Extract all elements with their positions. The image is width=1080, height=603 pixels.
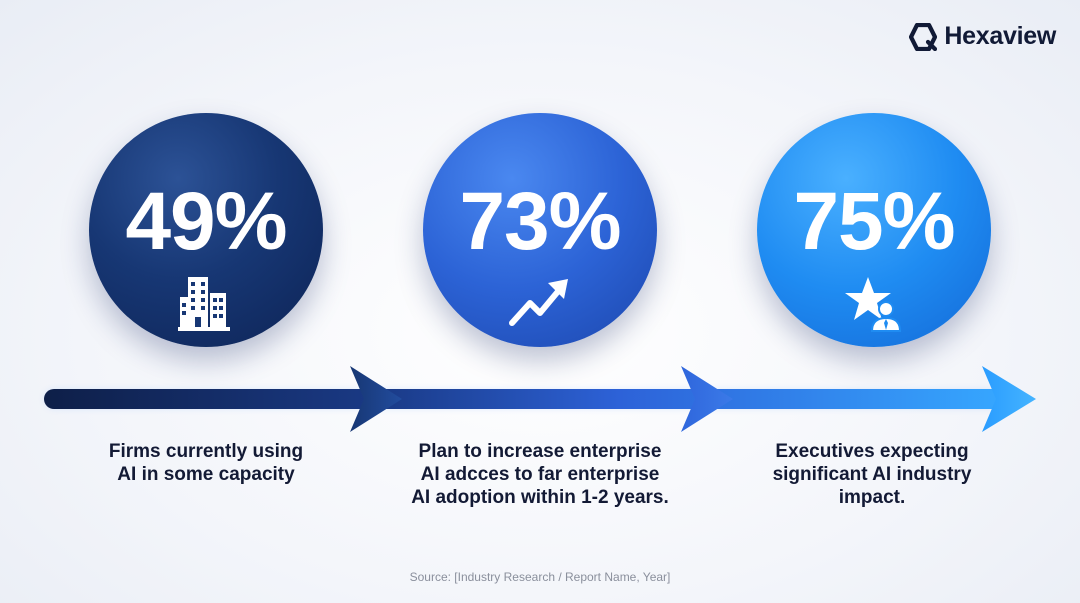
timeline-arrow bbox=[0, 360, 1080, 440]
caption-line: Plan to increase enterprise bbox=[418, 441, 662, 462]
hexagon-logo-icon bbox=[909, 22, 938, 51]
stat-value: 49% bbox=[125, 176, 287, 267]
trend-up-arrow-icon bbox=[508, 273, 572, 333]
caption-line: AI adoption within 1-2 years. bbox=[411, 487, 669, 508]
caption-line: Executives expecting bbox=[775, 441, 969, 462]
stat-value: 75% bbox=[793, 176, 955, 267]
brand-logo: Hexaview bbox=[909, 22, 1056, 51]
caption-executives: Executives expecting significant AI indu… bbox=[727, 440, 1017, 509]
caption-line: significant AI industry bbox=[772, 464, 972, 485]
brand-name: Hexaview bbox=[944, 22, 1056, 50]
stat-circle-executives: 75% bbox=[757, 113, 991, 347]
stat-value: 73% bbox=[459, 176, 621, 267]
source-note: Source: [Industry Research / Report Name… bbox=[409, 570, 671, 584]
caption-line: AI adcces to far enterprise bbox=[420, 464, 660, 485]
caption-line: AI in some capacity bbox=[117, 464, 295, 485]
stat-circle-plan: 73% bbox=[423, 113, 657, 347]
office-buildings-icon bbox=[174, 273, 238, 333]
stat-circle-firms: 49% bbox=[89, 113, 323, 347]
caption-line: Firms currently using bbox=[108, 441, 304, 462]
star-executive-icon bbox=[842, 273, 906, 333]
caption-plan: Plan to increase enterprise AI adcces to… bbox=[395, 440, 685, 509]
caption-firms: Firms currently using AI in some capacit… bbox=[61, 440, 351, 486]
caption-line: impact. bbox=[838, 487, 906, 508]
